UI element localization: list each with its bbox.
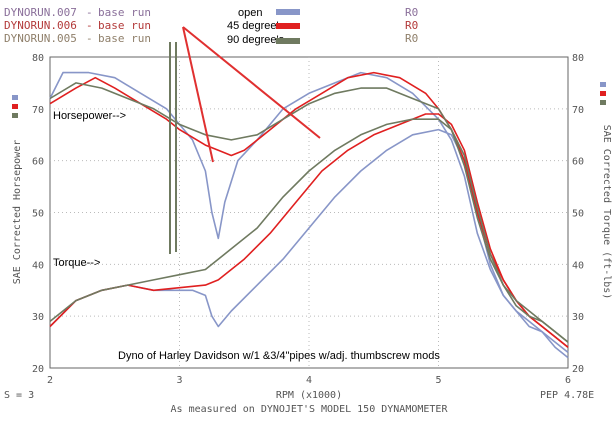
right-marker-90 [600,100,606,105]
y-tick-left-70: 70 [32,105,44,116]
run-code-1: R0 [405,6,418,19]
x-tick-6: 6 [565,375,571,386]
legend-label-open: open [238,7,262,19]
legend-callouts [169,26,321,254]
annotation-dyno-note: Dyno of Harley Davidson w/1 &3/4"pipes w… [118,350,440,362]
x-tick-5: 5 [435,375,441,386]
run-list: DYNORUN.007 - base run R0 DYNORUN.006 - … [4,6,418,45]
run-desc-1: base run [98,6,151,19]
x-tick-3: 3 [176,375,182,386]
run-sep-2: - [86,19,93,32]
x-axis-title: RPM (x1000) [276,390,342,401]
smoothing-label: S = 3 [4,390,34,401]
right-marker-open [600,82,606,87]
y-tick-left-50: 50 [32,209,44,220]
series-45-degree-s-torque [49,113,569,348]
left-marker-45 [12,104,18,109]
footer-caption: As measured on DYNOJET'S MODEL 150 DYNAM… [171,404,449,415]
run-sep-3: - [86,32,93,45]
run-name-3: DYNORUN.005 [4,32,77,45]
y-tick-right-70: 70 [572,105,584,116]
run-name-1: DYNORUN.007 [4,6,77,19]
series-open-torque [49,128,569,359]
run-code-3: R0 [405,32,418,45]
legend-label-45: 45 degree's [227,20,285,32]
run-code-2: R0 [405,19,418,32]
y-tick-right-50: 50 [572,209,584,220]
callout-45-line-b [182,26,214,163]
legend-swatch-90 [276,38,300,44]
y-tick-left-20: 20 [32,364,44,375]
series-lines [49,71,569,359]
y-tick-left-40: 40 [32,260,44,271]
legend-swatch-open [276,9,300,15]
x-tick-4: 4 [306,375,312,386]
y-tick-left-30: 30 [32,312,44,323]
legend-swatch-45 [276,23,300,29]
y-tick-right-30: 30 [572,312,584,323]
y-axis-left-title: SAE Corrected Horsepower [12,140,23,285]
callout-45-line-a [182,26,321,139]
y-tick-right-40: 40 [572,260,584,271]
series-90-degree-s-horsepower [49,82,569,343]
legend-label-90: 90 degree's [227,34,285,46]
legend: open 45 degree's 90 degree's [227,7,300,46]
y-tick-right-60: 60 [572,157,584,168]
y-axis-right-title: SAE Corrected Torque (ft-lbs) [601,125,612,300]
y-tick-left-80: 80 [32,53,44,64]
y-tick-right-20: 20 [572,364,584,375]
annotation-torque: Torque--> [53,257,100,269]
right-marker-45 [600,91,606,96]
left-marker-90 [12,113,18,118]
run-desc-2: base run [98,19,151,32]
y-tick-right-80: 80 [572,53,584,64]
run-sep-1: - [86,6,93,19]
x-tick-2: 2 [47,375,53,386]
axes: 20 20 30 30 40 40 50 50 60 60 70 70 80 80 2 3 4 5 6 [32,53,584,386]
run-name-2: DYNORUN.006 [4,19,77,32]
annotation-horsepower: Horsepower--> [53,110,126,122]
y-tick-left-60: 60 [32,157,44,168]
series-90-degree-s-torque [49,118,569,343]
left-marker-open [12,95,18,100]
pep-label: PEP 4.78E [540,390,594,401]
run-desc-3: base run [98,32,151,45]
